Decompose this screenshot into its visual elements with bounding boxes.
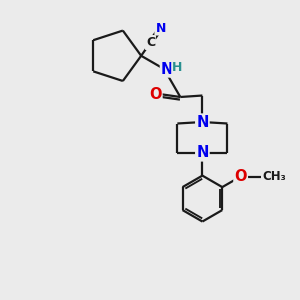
Text: N: N — [155, 22, 166, 34]
Text: N: N — [196, 115, 208, 130]
Text: N: N — [161, 61, 173, 76]
Text: O: O — [149, 87, 161, 102]
Text: N: N — [196, 146, 208, 160]
Text: O: O — [234, 169, 247, 184]
Text: C: C — [146, 36, 155, 49]
Text: CH₃: CH₃ — [263, 170, 286, 183]
Text: H: H — [172, 61, 183, 74]
